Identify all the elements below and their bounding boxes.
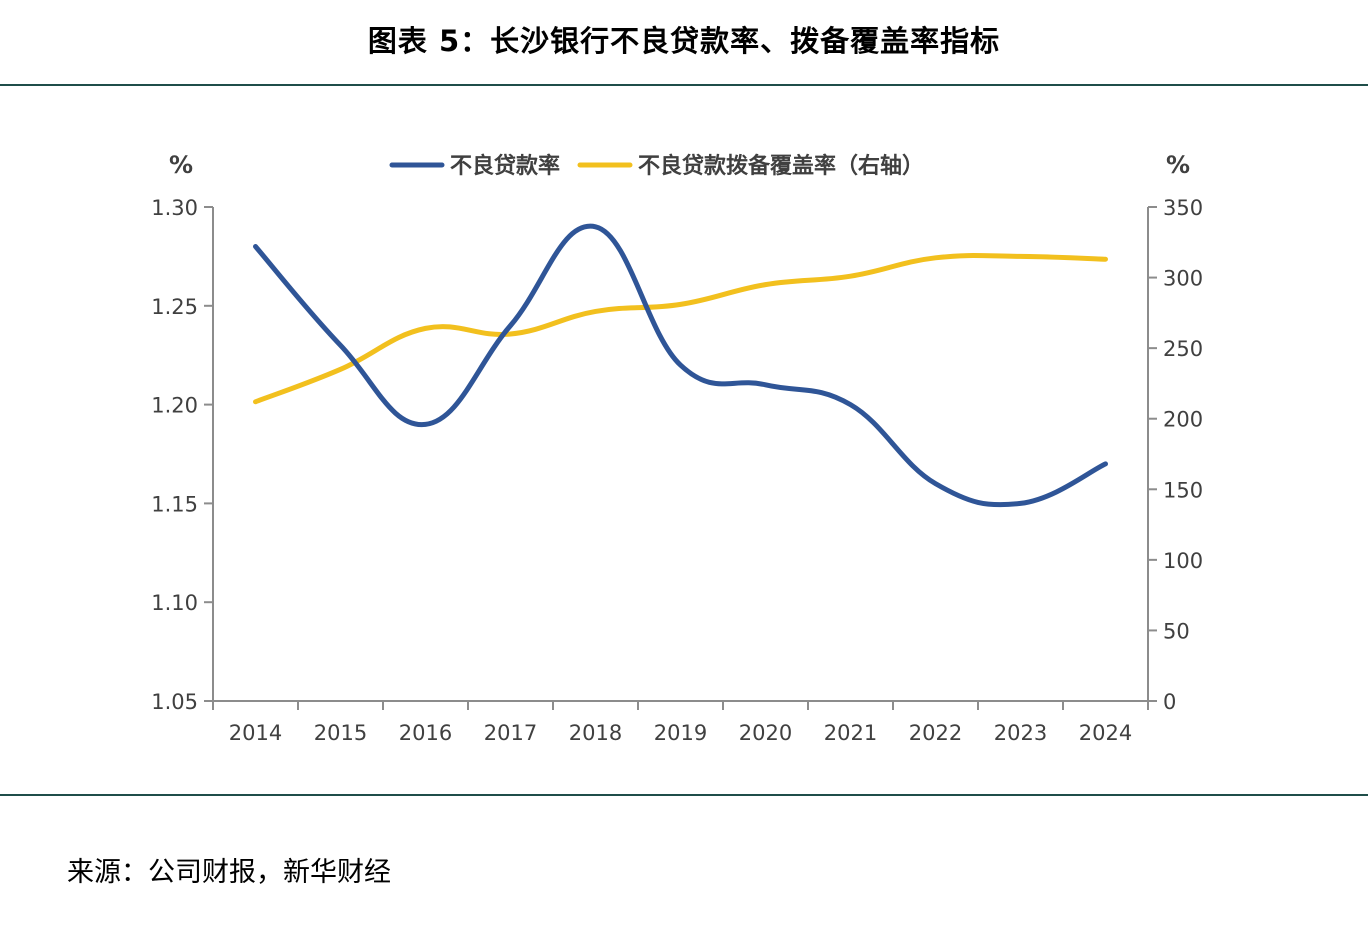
series-line-coverage-ratio xyxy=(253,253,1108,405)
legend-label-coverage: 不良贷款拨备覆盖率（右轴） xyxy=(638,153,924,179)
x-tick-label: 2018 xyxy=(569,721,622,745)
x-tick-label: 2017 xyxy=(484,721,537,745)
right-axis-unit: % xyxy=(1166,151,1190,179)
left-axis-unit: % xyxy=(169,151,193,179)
right-tick-label: 100 xyxy=(1163,549,1203,573)
source-note: 来源：公司财报，新华财经 xyxy=(67,857,391,888)
x-tick-label: 2015 xyxy=(314,721,367,745)
right-tick-label: 350 xyxy=(1163,196,1203,220)
legend-label-npl: 不良贷款率 xyxy=(450,153,560,179)
left-tick-label: 1.05 xyxy=(151,690,198,714)
x-tick-label: 2023 xyxy=(994,721,1047,745)
right-tick-label: 50 xyxy=(1163,619,1190,643)
left-tick-label: 1.15 xyxy=(151,492,198,516)
x-tick-label: 2014 xyxy=(229,721,282,745)
x-tick-label: 2016 xyxy=(399,721,452,745)
bottom-divider xyxy=(0,794,1368,796)
right-tick-label: 250 xyxy=(1163,337,1203,361)
right-tick-label: 300 xyxy=(1163,267,1203,291)
right-tick-label: 150 xyxy=(1163,478,1203,502)
x-tick-label: 2024 xyxy=(1079,721,1132,745)
series-line-npl-ratio xyxy=(253,223,1108,508)
x-tick-label: 2020 xyxy=(739,721,792,745)
left-tick-label: 1.10 xyxy=(151,591,198,615)
x-tick-label: 2022 xyxy=(909,721,962,745)
figure-title: 图表 5：长沙银行不良贷款率、拨备覆盖率指标 xyxy=(367,24,1001,58)
top-divider xyxy=(0,84,1368,86)
left-tick-label: 1.25 xyxy=(151,295,198,319)
right-tick-label: 0 xyxy=(1163,690,1176,714)
legend: 不良贷款率 不良贷款拨备覆盖率（右轴） xyxy=(389,153,924,179)
left-tick-label: 1.30 xyxy=(151,196,198,220)
x-tick-label: 2021 xyxy=(824,721,877,745)
x-tick-label: 2019 xyxy=(654,721,707,745)
left-tick-label: 1.20 xyxy=(151,394,198,418)
right-tick-label: 200 xyxy=(1163,408,1203,432)
